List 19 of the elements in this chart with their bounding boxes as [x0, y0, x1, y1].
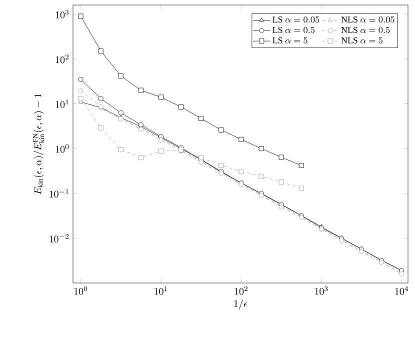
legend-label: $\mathrm{NLS}\ \alpha=0.05$: [341, 16, 394, 23]
x-tick-label: $10^{2}$: [234, 286, 248, 295]
legend-label: $\mathrm{NLS}\ \alpha=0.5$: [341, 26, 390, 34]
y-tick-label: $10^{2}$: [56, 54, 69, 64]
x-axis-title: $1/\epsilon$: [234, 299, 248, 310]
y-tick-label: $10^{0}$: [56, 144, 69, 153]
y-axis-title: $E_{\mathrm{kin}}(\epsilon,\alpha)/E^{\mathrm{FN}}_{\mathrm{kin}}(\epsilon,\alpha)-1$: [32, 94, 44, 194]
y-tick-label: $10^{-2}$: [50, 234, 69, 242]
y-tick-label: $10^{-1}$: [50, 189, 68, 198]
y-tick-label: $10^{3}$: [56, 10, 69, 18]
x-tick-label: $10^{1}$: [154, 286, 168, 295]
y-tick-label: $10^{1}$: [56, 100, 68, 108]
x-tick-label: $10^{3}$: [315, 286, 328, 295]
legend-label: $\mathrm{NLS}\ \alpha=5$: [341, 37, 383, 44]
legend-label: $\mathrm{LS}\ \alpha=0.05$: [272, 16, 320, 23]
x-tick-label: $10^{4}$: [395, 286, 408, 295]
legend-label: $\mathrm{LS}\ \alpha=0.5$: [272, 26, 315, 34]
legend-label: $\mathrm{LS}\ \alpha=5$: [272, 37, 308, 44]
x-tick-label: $10^{0}$: [74, 286, 88, 295]
